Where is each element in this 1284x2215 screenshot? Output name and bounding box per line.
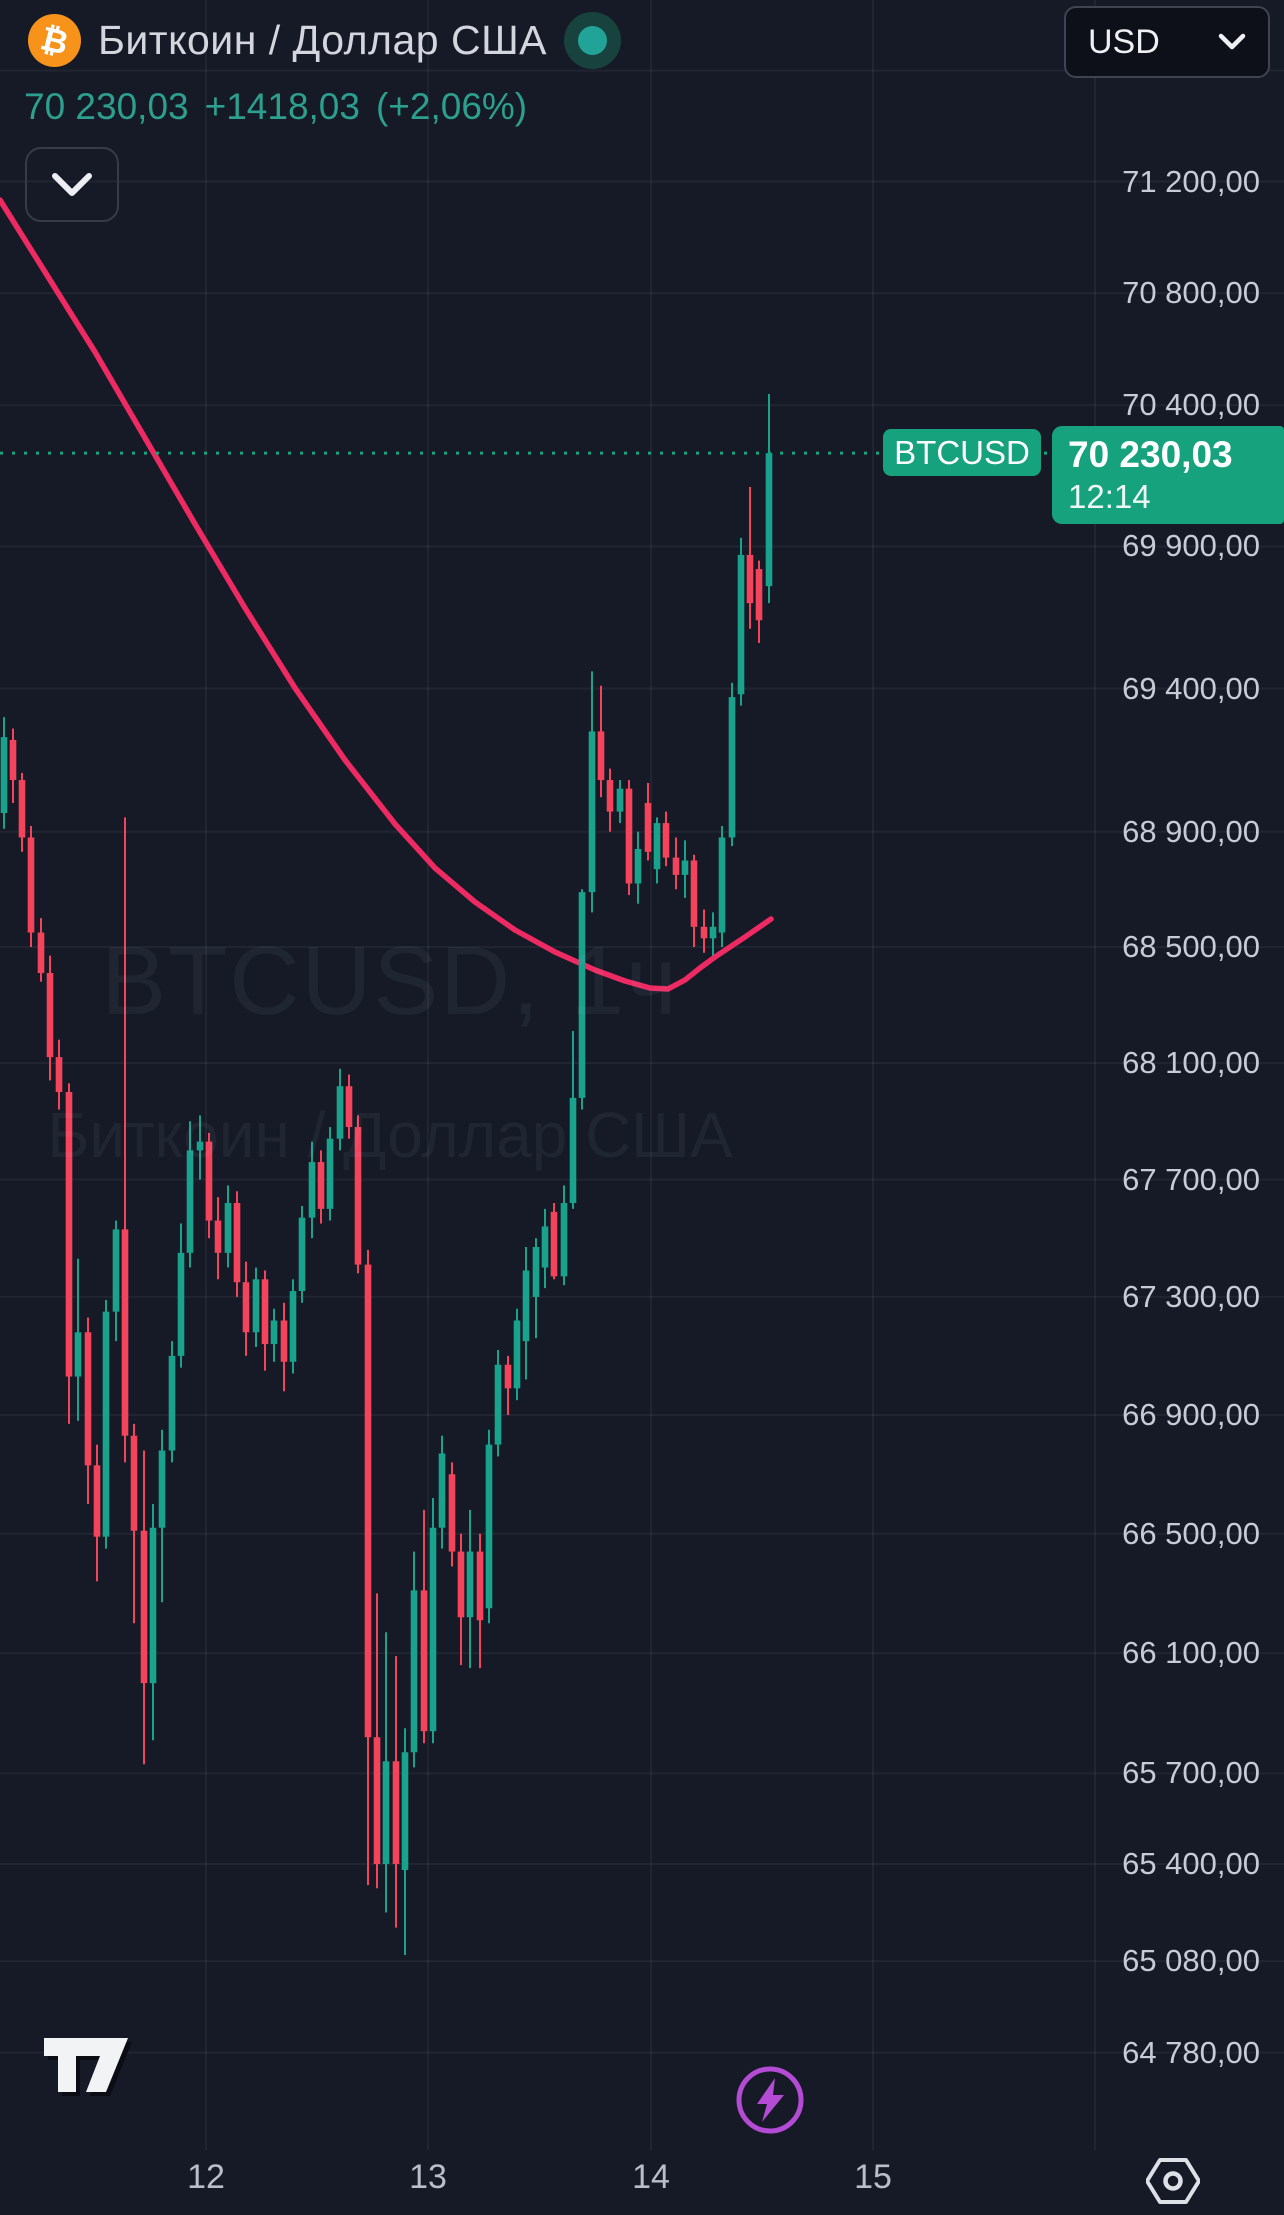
price-change: +1418,03 <box>204 86 360 127</box>
settings-button[interactable] <box>1145 2156 1201 2206</box>
symbol-title: Биткоин / Доллар США <box>98 17 548 63</box>
price-axis-label: 71 200,00 <box>1122 163 1260 199</box>
price-axis-label: 70 800,00 <box>1122 275 1260 311</box>
price-axis-label: 65 700,00 <box>1122 1755 1260 1791</box>
candles <box>0 394 773 1956</box>
gear-icon <box>1145 2158 1201 2204</box>
price-axis-label: 65 400,00 <box>1122 1845 1260 1881</box>
market-status-dot-icon[interactable] <box>564 12 622 69</box>
collapse-header-button[interactable] <box>25 147 119 222</box>
price-axis-label: 66 100,00 <box>1122 1635 1260 1671</box>
lightning-button[interactable] <box>732 2062 808 2138</box>
currency-selector[interactable]: USD <box>1064 6 1270 78</box>
price-axis-label: 69 900,00 <box>1122 528 1260 564</box>
time-axis-label: 13 <box>409 2158 447 2196</box>
last-price-value: 70 230,03 <box>1068 434 1233 476</box>
price-axis-label: 70 400,00 <box>1122 387 1260 423</box>
lightning-bolt-icon <box>736 2066 804 2134</box>
price-axis-label: 66 900,00 <box>1122 1396 1260 1432</box>
price-axis-label: 69 400,00 <box>1122 670 1260 706</box>
header: ₿ Биткоин / Доллар США <box>28 12 622 69</box>
price-axis-label: 65 080,00 <box>1122 1943 1260 1979</box>
last-price-axis-label: 70 230,03 12:14 <box>1052 426 1284 525</box>
price-axis-label: 68 900,00 <box>1122 813 1260 849</box>
tradingview-logo-icon <box>40 2032 132 2111</box>
time-axis-label: 14 <box>632 2158 670 2196</box>
price-axis-label: 68 100,00 <box>1122 1044 1260 1080</box>
last-price-time: 12:14 <box>1068 478 1151 516</box>
bitcoin-icon: ₿ <box>28 14 81 67</box>
time-axis-label: 15 <box>854 2158 892 2196</box>
currency-value: USD <box>1088 22 1160 61</box>
time-axis-label: 12 <box>187 2158 225 2196</box>
chevron-down-icon <box>52 172 92 196</box>
price-axis-label: 66 500,00 <box>1122 1515 1260 1551</box>
moving-average-line <box>0 197 774 992</box>
price-change-percent: (+2,06%) <box>375 86 528 127</box>
price-axis-label: 67 700,00 <box>1122 1161 1260 1197</box>
symbol-price-flag: BTCUSD <box>883 429 1041 477</box>
last-price: 70 230,03 <box>24 86 189 127</box>
price-axis-label: 67 300,00 <box>1122 1278 1260 1314</box>
chevron-down-icon <box>1218 33 1246 50</box>
price-axis-label: 68 500,00 <box>1122 929 1260 964</box>
price-axis-label: 64 780,00 <box>1122 2034 1260 2070</box>
price-row: 70 230,03 +1418,03 (+2,06%) <box>24 86 527 128</box>
